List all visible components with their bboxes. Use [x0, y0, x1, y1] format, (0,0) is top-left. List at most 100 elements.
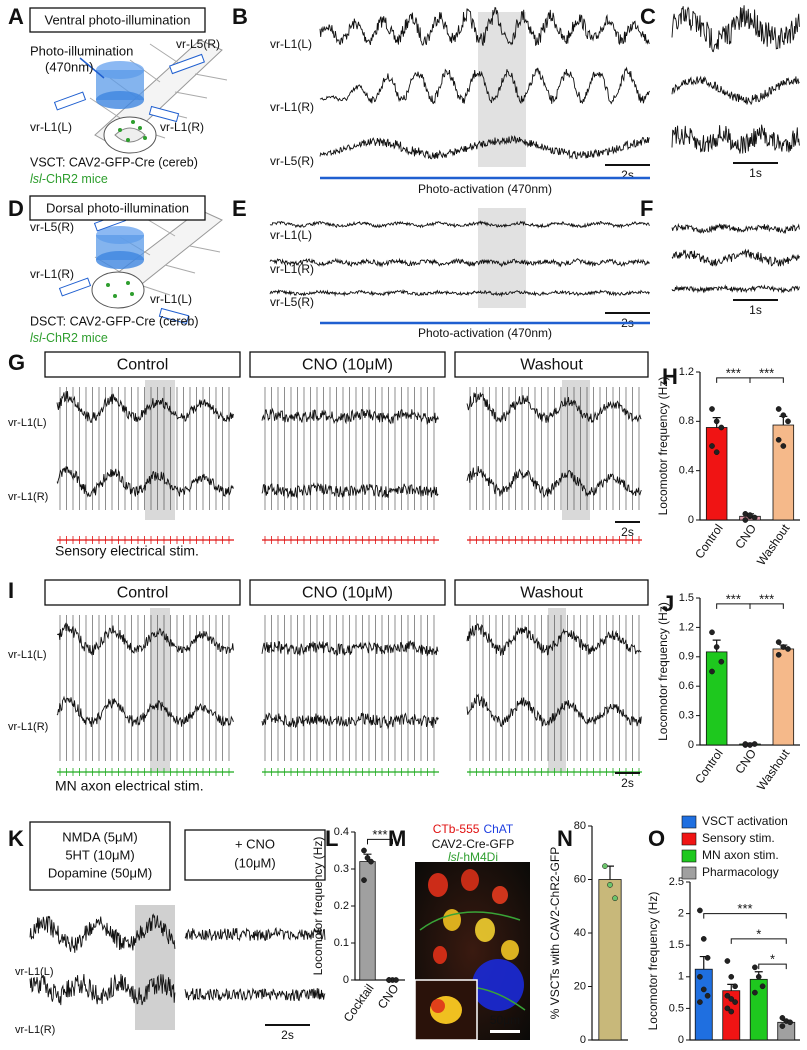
- data-point: [742, 510, 749, 517]
- y-tick-label: 80: [574, 820, 586, 832]
- data-point: [602, 863, 608, 869]
- significance: ***: [759, 591, 774, 606]
- label: Washout: [520, 357, 583, 374]
- panel-letter: J: [662, 591, 674, 616]
- significance-bracket: [730, 938, 787, 944]
- stain: ChAT: [483, 822, 513, 836]
- legend-label: Sensory stim.: [702, 831, 775, 845]
- data-point: [775, 436, 782, 443]
- recording-trace: [319, 135, 650, 160]
- light-window: [150, 608, 170, 771]
- data-point: [751, 741, 758, 747]
- label: vr-L1(R): [8, 491, 48, 503]
- data-point: [697, 999, 703, 1005]
- error-bar: [606, 865, 614, 880]
- y-tick-label: 20: [574, 980, 586, 992]
- data-point: [713, 449, 720, 456]
- panel-letter: F: [640, 196, 653, 221]
- data-point: [607, 882, 613, 888]
- x-tick-label: Cocktail: [341, 982, 377, 1025]
- label: Photo-activation (470nm): [418, 326, 552, 340]
- y-tick-label: 1: [678, 971, 684, 983]
- y-tick-label: 1.2: [679, 621, 694, 633]
- panel-letter: L: [325, 826, 338, 851]
- recording-trace: [269, 220, 650, 229]
- significance: *: [756, 926, 761, 941]
- y-tick-label: 2.5: [669, 876, 684, 888]
- label: Photo-illumination: [30, 43, 133, 58]
- data-point: [732, 983, 738, 990]
- data-point: [709, 668, 715, 675]
- y-axis-label: Locomotor frequency (Hz): [646, 892, 660, 1031]
- y-tick-label: 0.6: [679, 680, 694, 692]
- label: (470nm): [45, 59, 93, 74]
- panel-letter: M: [388, 826, 406, 851]
- data-point: [752, 989, 758, 996]
- recording-trace: [184, 926, 326, 942]
- micrograph: [414, 862, 530, 1041]
- y-tick-label: 0.4: [334, 826, 349, 838]
- label: Sensory electrical stim.: [55, 543, 199, 559]
- y-tick-label: 0: [688, 514, 694, 526]
- significance-bracket: [758, 963, 787, 970]
- y-tick-label: 0.3: [334, 863, 349, 875]
- spinal-diagram-ventral: [53, 39, 228, 154]
- y-tick-label: 0: [343, 974, 349, 986]
- light-window: [562, 380, 590, 520]
- recording-trace: [671, 75, 800, 106]
- data-point: [364, 855, 371, 861]
- data-point: [785, 646, 791, 652]
- label: vr-L1(L): [15, 966, 54, 978]
- data-point: [747, 512, 753, 518]
- data-point: [393, 977, 399, 983]
- data-point: [612, 895, 618, 902]
- data-point: [752, 964, 758, 971]
- recording-trace: [29, 973, 176, 1006]
- label-box: [29, 821, 171, 891]
- genotype-line: lsl-ChR2 mice: [30, 172, 108, 186]
- panel-letter: N: [557, 826, 573, 851]
- data-point: [700, 986, 707, 993]
- data-point: [704, 992, 711, 999]
- label: vr-L1(L): [270, 37, 312, 51]
- y-tick-label: 0.9: [679, 651, 694, 663]
- legend-swatch: [681, 866, 697, 880]
- x-tick-label: Control: [692, 747, 726, 787]
- legend-swatch: [681, 849, 697, 863]
- recording-trace: [671, 5, 800, 53]
- label: DSCT: CAV2-GFP-Cre (cereb): [30, 314, 199, 328]
- data-point: [775, 651, 782, 658]
- label: NMDA (5μM): [62, 829, 137, 844]
- y-tick-label: 0: [580, 1034, 586, 1046]
- label: Ventral photo-illumination: [45, 12, 191, 27]
- label: 5HT (10μM): [65, 847, 134, 862]
- recording-trace: [671, 284, 800, 294]
- recording-trace: [269, 257, 650, 268]
- data-point: [742, 741, 749, 747]
- data-point: [728, 996, 735, 1002]
- bar: [694, 968, 713, 1041]
- data-point: [775, 406, 782, 412]
- x-tick-label: Washout: [754, 746, 793, 793]
- data-point: [742, 517, 749, 523]
- label: Dopamine (50μM): [48, 865, 152, 880]
- y-tick-label: 1.5: [669, 939, 684, 951]
- data-point: [386, 977, 392, 983]
- label: VSCT: CAV2-GFP-Cre (cereb): [30, 155, 198, 169]
- data-point: [724, 958, 731, 964]
- data-point: [787, 1019, 793, 1026]
- data-point: [361, 877, 367, 883]
- data-point: [780, 644, 787, 650]
- data-point: [697, 973, 703, 980]
- panel-letter: G: [8, 350, 25, 375]
- significance: ***: [726, 365, 741, 380]
- italic-part: lsl: [30, 172, 43, 186]
- data-point: [780, 443, 787, 449]
- y-tick-label: 0.2: [334, 900, 349, 912]
- significance: *: [770, 952, 775, 967]
- data-point: [713, 644, 720, 650]
- panel-letter: K: [8, 826, 24, 851]
- recording-trace: [261, 640, 439, 657]
- data-point: [775, 639, 782, 645]
